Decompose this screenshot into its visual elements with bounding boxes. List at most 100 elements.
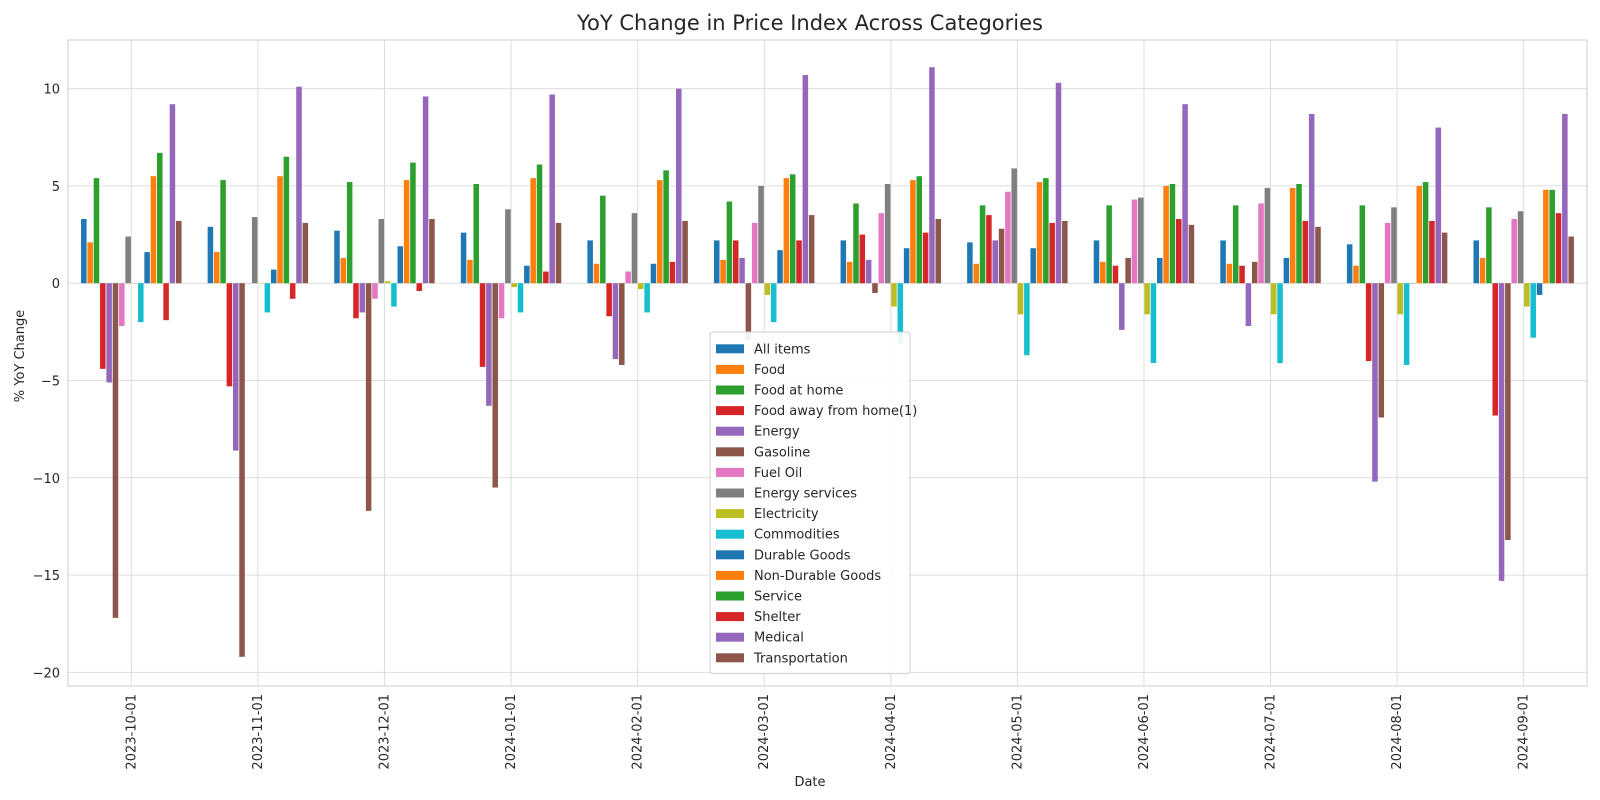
legend-label: Durable Goods <box>754 548 851 563</box>
legend-swatch <box>716 653 744 663</box>
x-tick-label: 2024-03-01 <box>757 694 772 770</box>
bar <box>353 283 359 319</box>
x-axis-label: Date <box>794 775 825 790</box>
bar <box>625 271 631 284</box>
bar <box>1017 283 1024 315</box>
legend-label: Food at home <box>754 384 843 399</box>
bar <box>973 263 979 284</box>
bar <box>732 240 739 284</box>
bar <box>1119 283 1125 330</box>
bar <box>1511 219 1517 284</box>
bar <box>1157 257 1163 284</box>
x-tick-label: 2023-10-01 <box>124 694 139 770</box>
bar <box>340 257 347 284</box>
bar <box>1283 257 1290 284</box>
legend-swatch <box>716 570 744 580</box>
x-tick-label: 2024-01-01 <box>504 694 519 770</box>
bar <box>1176 219 1182 284</box>
legend-label: Transportation <box>753 651 848 666</box>
bar <box>922 232 929 284</box>
bar <box>992 240 998 284</box>
bar <box>239 283 245 657</box>
chart-title: YoY Change in Price Index Across Categor… <box>576 11 1043 35</box>
bar <box>1422 182 1429 284</box>
bar <box>429 219 435 284</box>
legend-label: All items <box>754 342 811 357</box>
x-tick-label: 2024-06-01 <box>1137 694 1152 770</box>
x-tick-label: 2023-11-01 <box>251 694 266 770</box>
bar <box>226 283 233 387</box>
bar <box>530 178 536 284</box>
bar <box>1397 283 1404 315</box>
legend-swatch <box>716 344 744 354</box>
bar <box>1378 283 1385 418</box>
bar <box>903 248 910 284</box>
bar <box>1049 222 1055 284</box>
legend-label: Gasoline <box>754 445 810 460</box>
bar <box>1251 261 1258 284</box>
bar <box>1391 207 1397 284</box>
bar <box>1315 226 1321 284</box>
legend-swatch <box>716 426 744 436</box>
bar <box>397 246 404 284</box>
bar <box>1100 261 1106 284</box>
legend-swatch <box>716 529 744 539</box>
bar <box>1536 283 1543 295</box>
bar <box>106 283 112 383</box>
x-tick-label: 2024-09-01 <box>1517 694 1532 770</box>
y-tick-label: 5 <box>52 180 60 195</box>
x-tick-label: 2024-07-01 <box>1264 694 1279 770</box>
bar <box>1346 244 1353 284</box>
bar <box>169 104 176 284</box>
bar <box>150 176 157 284</box>
bar <box>1365 283 1372 362</box>
bar <box>365 283 372 511</box>
bar <box>979 205 986 284</box>
bar <box>1549 189 1555 284</box>
bar <box>631 213 638 284</box>
plot-frame <box>67 39 1588 687</box>
bar <box>1036 182 1043 284</box>
bar <box>676 88 682 284</box>
bar <box>486 283 492 406</box>
bar <box>600 195 606 284</box>
bar <box>1568 236 1574 284</box>
bar <box>422 96 429 284</box>
bar <box>846 261 853 284</box>
bar <box>1562 113 1568 284</box>
bar <box>1182 104 1188 284</box>
bar <box>1232 205 1239 284</box>
legend-swatch <box>716 447 744 457</box>
x-tick-label: 2024-05-01 <box>1010 694 1025 770</box>
bar <box>207 226 214 284</box>
bar <box>1062 220 1068 284</box>
y-tick-label: −20 <box>33 666 60 681</box>
bar <box>416 283 423 292</box>
bar <box>1264 187 1271 284</box>
x-tick-label: 2024-04-01 <box>884 694 899 770</box>
bar <box>1517 211 1524 284</box>
bar <box>1169 183 1176 284</box>
bar <box>144 252 150 284</box>
bar <box>302 222 309 284</box>
bar <box>998 228 1005 284</box>
bar <box>543 271 549 284</box>
bar <box>87 242 93 284</box>
y-tick-label: −10 <box>33 472 60 487</box>
legend-label: Service <box>754 590 802 605</box>
bar <box>81 219 87 284</box>
bar <box>1005 191 1011 284</box>
bar <box>1403 283 1410 365</box>
bar <box>1277 283 1283 363</box>
bar <box>929 67 935 284</box>
bar <box>270 269 277 284</box>
bar <box>1011 168 1017 284</box>
bar <box>1384 222 1391 284</box>
bar <box>112 283 119 618</box>
bar <box>650 263 657 284</box>
bar <box>467 259 473 284</box>
bar <box>138 283 144 323</box>
bar <box>384 281 391 284</box>
bar <box>460 232 467 284</box>
bar <box>758 185 764 284</box>
